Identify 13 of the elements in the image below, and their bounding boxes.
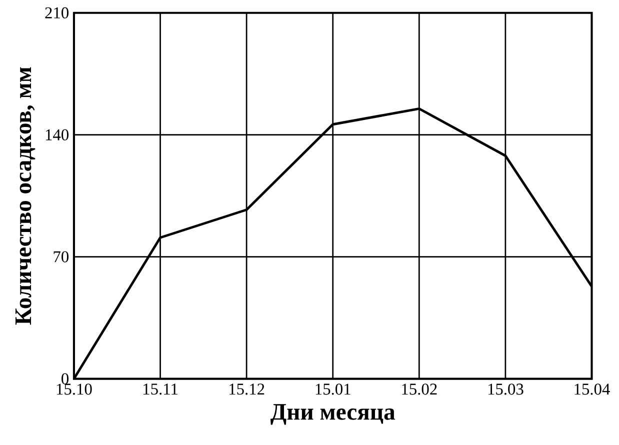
x-tick-label: 15.10 [56,384,92,395]
y-tick-label: 210 [45,7,68,18]
x-tick-label: 15.03 [488,384,524,395]
x-tick-label: 15.12 [230,384,264,395]
x-tick-label: 15.02 [402,384,437,395]
y-axis-title: Количество осадков, мм [16,67,36,325]
x-tick-label: 15.04 [574,384,610,395]
y-tick-label: 140 [46,129,68,140]
y-tick-label: 70 [54,251,69,262]
x-tick-label: 15.01 [316,384,350,395]
x-tick-label: 15.11 [144,384,178,395]
y-tick-label: 0 [62,373,69,384]
x-axis-title: Дни месяца [270,404,395,425]
